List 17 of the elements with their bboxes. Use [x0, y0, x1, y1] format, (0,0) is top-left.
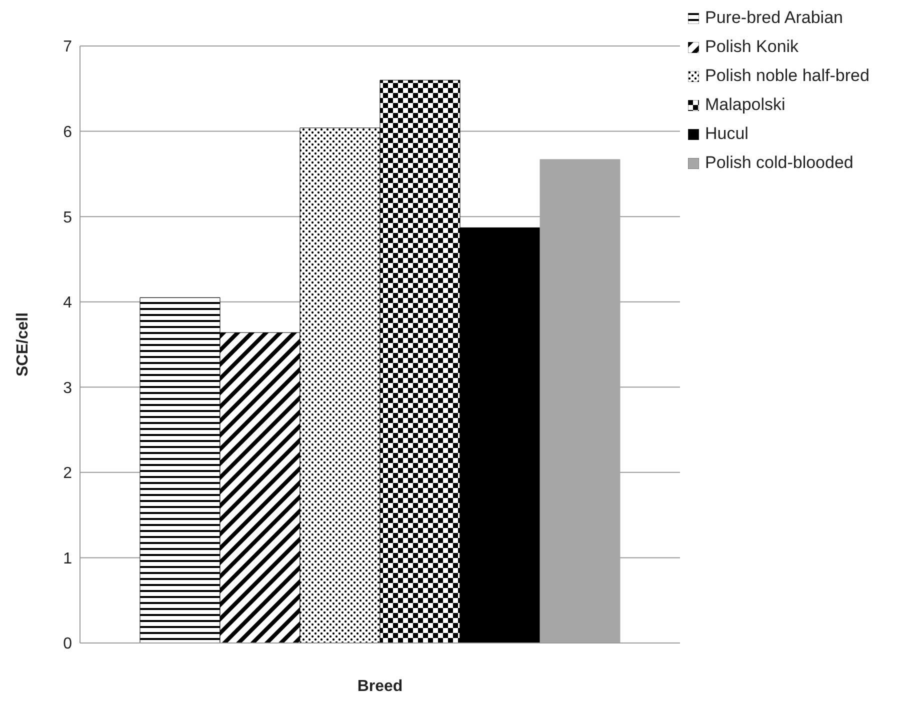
y-tick-label: 4 [63, 294, 72, 312]
y-tick-label: 7 [63, 38, 72, 56]
y-tick-label: 6 [63, 124, 72, 141]
x-axis-title: Breed [357, 678, 403, 695]
legend-label: Polish Konik [705, 37, 799, 57]
legend-label: Polish noble half-bred [705, 66, 870, 86]
bar [540, 159, 620, 643]
legend-label: Hucul [705, 124, 748, 144]
y-axis-title: SCE/cell [14, 312, 32, 377]
y-tick-label: 5 [63, 209, 72, 226]
legend-label: Pure-bred Arabian [705, 8, 843, 28]
legend-label: Polish cold-blooded [705, 153, 854, 173]
y-tick-label: 1 [63, 550, 72, 568]
y-tick-label: 2 [63, 465, 72, 482]
legend-label: Malapolski [705, 95, 786, 115]
y-tick-label: 0 [63, 636, 72, 653]
y-tick-label: 3 [63, 380, 72, 397]
